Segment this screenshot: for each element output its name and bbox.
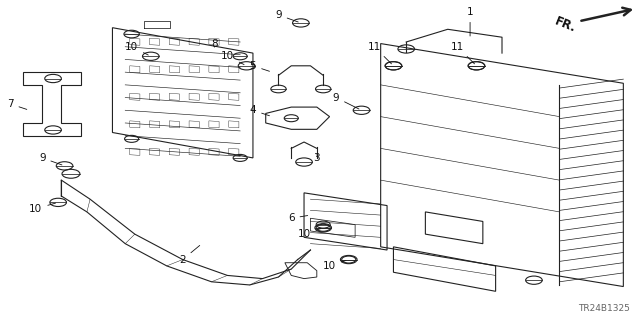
Text: 6: 6 bbox=[288, 213, 308, 223]
Text: 10: 10 bbox=[323, 260, 346, 271]
Text: 9: 9 bbox=[39, 153, 62, 165]
Text: 9: 9 bbox=[275, 10, 298, 22]
Text: FR.: FR. bbox=[553, 14, 579, 35]
Text: 8: 8 bbox=[211, 39, 218, 48]
Text: 5: 5 bbox=[250, 61, 269, 71]
Text: 11: 11 bbox=[367, 42, 392, 64]
Text: 10: 10 bbox=[125, 42, 148, 55]
Text: 11: 11 bbox=[451, 42, 474, 64]
Text: 2: 2 bbox=[179, 245, 200, 264]
Text: 9: 9 bbox=[333, 93, 359, 109]
Text: TR24B1325: TR24B1325 bbox=[578, 304, 630, 313]
Text: 7: 7 bbox=[7, 99, 27, 109]
Text: 10: 10 bbox=[29, 203, 56, 214]
Text: 4: 4 bbox=[250, 105, 269, 116]
Text: 1: 1 bbox=[467, 7, 474, 36]
Text: 10: 10 bbox=[298, 229, 321, 239]
Text: 10: 10 bbox=[221, 51, 244, 64]
Text: 3: 3 bbox=[314, 153, 320, 163]
